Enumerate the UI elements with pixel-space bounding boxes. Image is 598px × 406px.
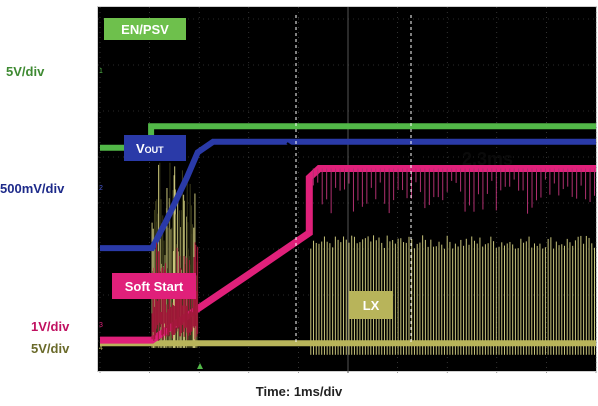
channel-marker-3: 3 [99, 322, 103, 329]
channel-marker-2: 2 [99, 185, 103, 192]
svg-text:VOUT: VOUT [136, 141, 164, 156]
label-en-psv: EN/PSV [104, 18, 186, 40]
soft-start-ripple [151, 168, 596, 341]
scale-en-psv: 5V/div [6, 64, 45, 79]
scale-soft-start: 1V/div [31, 319, 70, 334]
lx-switching-noise [151, 162, 596, 355]
channel-marker-1: 1 [99, 68, 103, 75]
label-lx: LX [349, 291, 393, 319]
label-soft-start: Soft Start [112, 273, 196, 299]
scale-vout: 500mV/div [0, 181, 65, 196]
svg-text:LX: LX [363, 298, 380, 313]
waveform-plot: EN/PSV VOUT Soft Start LX 2.3ms 1 2 3 4 [98, 7, 598, 373]
annotation-2-3ms: 2.3ms [462, 149, 513, 169]
svg-text:EN/PSV: EN/PSV [121, 22, 169, 37]
time-axis-label: Time: 1ms/div [255, 384, 343, 399]
arrow-right-icon [258, 142, 296, 154]
svg-text:Soft Start: Soft Start [125, 279, 184, 294]
label-vout: VOUT [124, 135, 186, 161]
trace-vout [100, 138, 596, 252]
trigger-marker-icon [197, 363, 203, 369]
scale-lx: 5V/div [31, 341, 70, 356]
arrow-left-icon [414, 153, 450, 165]
channel-marker-4: 4 [99, 345, 103, 352]
oscilloscope-screen: EN/PSV VOUT Soft Start LX 2.3ms 1 2 3 4 [97, 6, 598, 373]
